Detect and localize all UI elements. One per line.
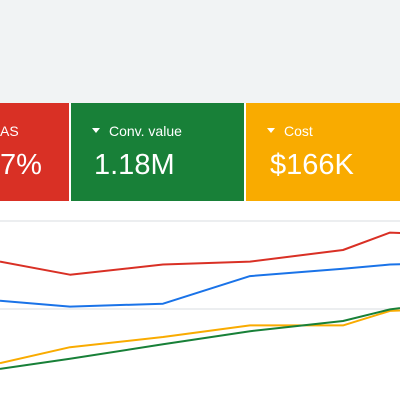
- metric-label: AS: [0, 123, 19, 139]
- series-line: [0, 307, 400, 370]
- series-line: [0, 231, 400, 276]
- metric-value: 1.18M: [94, 149, 175, 181]
- caret-down-icon: [267, 128, 275, 133]
- metric-value: $166K: [270, 149, 354, 181]
- metric-label: Conv. value: [109, 123, 182, 139]
- metric-label: Cost: [284, 123, 313, 139]
- metric-card-roas[interactable]: AS 7%: [0, 103, 69, 201]
- caret-down-icon: [92, 128, 100, 133]
- line-chart: [0, 220, 400, 370]
- metric-value: 7%: [0, 149, 42, 181]
- metric-card-cost[interactable]: Cost $166K: [246, 103, 400, 201]
- top-area: [0, 0, 400, 103]
- series-line: [0, 263, 400, 308]
- performance-chart: [0, 201, 400, 400]
- metric-cards: AS 7% Conv. value 1.18M Cost $166K: [0, 103, 400, 201]
- series-line: [0, 309, 400, 365]
- metric-card-conv-value[interactable]: Conv. value 1.18M: [71, 103, 244, 201]
